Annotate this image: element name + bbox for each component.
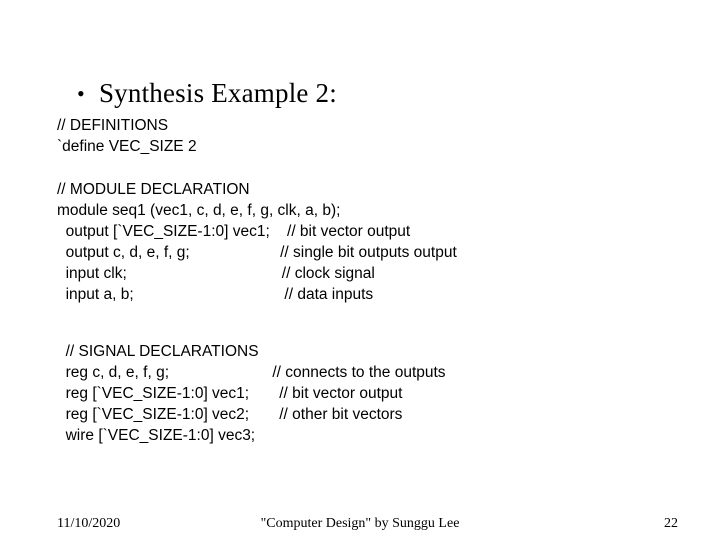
slide-title: Synthesis Example 2: xyxy=(99,78,337,108)
footer-page: 22 xyxy=(664,516,678,532)
footer-center: "Computer Design" by Sunggu Lee xyxy=(0,516,720,532)
code-module-declaration: // MODULE DECLARATION module seq1 (vec1,… xyxy=(57,180,457,306)
code-signal-declarations: // SIGNAL DECLARATIONS reg c, d, e, f, g… xyxy=(57,342,446,447)
slide: • Synthesis Example 2: // DEFINITIONS `d… xyxy=(0,0,720,540)
bullet-icon: • xyxy=(70,83,92,105)
code-definitions: // DEFINITIONS `define VEC_SIZE 2 xyxy=(57,116,197,158)
slide-title-row: • Synthesis Example 2: xyxy=(70,78,337,109)
